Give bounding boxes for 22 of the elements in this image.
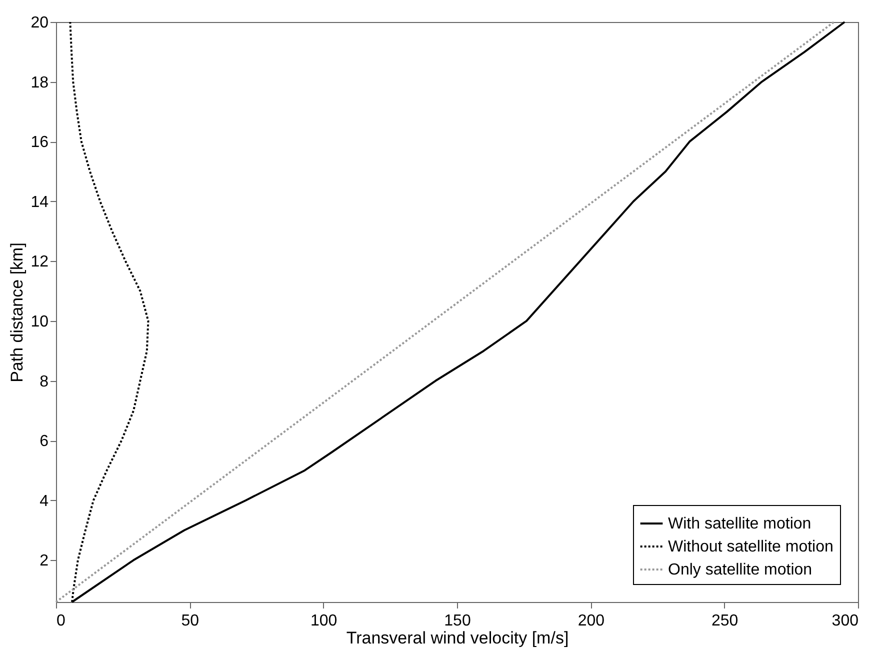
x-tick-label: 200 <box>578 612 605 630</box>
y-tick-label: 10 <box>30 313 49 330</box>
y-tick-label: 14 <box>30 194 49 211</box>
y-tick-label: 4 <box>40 492 49 510</box>
y-tick-label: 8 <box>40 373 49 390</box>
y-tick-label: 18 <box>30 74 49 92</box>
y-axis-title: Path distance [km] <box>8 242 27 382</box>
x-tick-label: 0 <box>56 612 66 630</box>
x-tick-label: 250 <box>711 612 738 630</box>
x-axis-title: Transveral wind velocity [m/s] <box>346 628 569 648</box>
y-tick-label: 6 <box>40 433 49 450</box>
x-tick-label: 300 <box>832 612 859 630</box>
legend-label: With satellite motion <box>668 516 812 532</box>
x-tick-label: 50 <box>181 612 200 630</box>
y-tick-label: 12 <box>30 254 49 271</box>
legend-label: Only satellite motion <box>668 562 812 578</box>
y-tick-label: 16 <box>30 134 49 152</box>
legend-label: Without satellite motion <box>668 538 834 556</box>
x-tick-label: 150 <box>444 612 471 630</box>
y-tick-label: 20 <box>30 14 49 32</box>
y-tick-label: 2 <box>40 552 49 570</box>
x-tick-label: 100 <box>310 612 338 630</box>
